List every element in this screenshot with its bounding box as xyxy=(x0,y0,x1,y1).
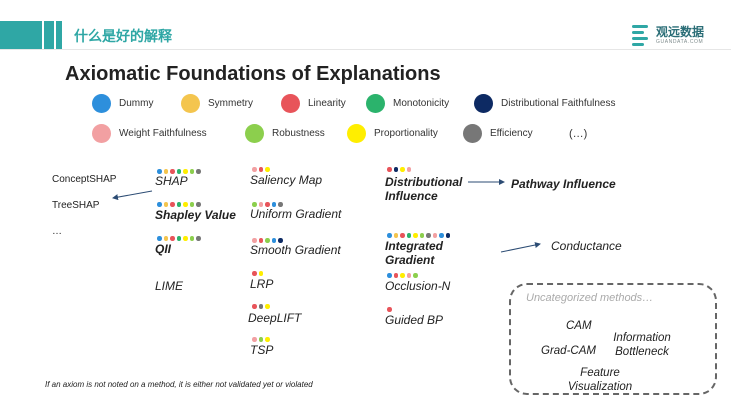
legend-item-efficiency: Efficiency xyxy=(463,124,533,143)
method-shapley-value: Shapley Value xyxy=(155,208,236,222)
header-accent-block xyxy=(0,21,42,49)
dummy-dot-icon xyxy=(92,94,111,113)
method-guided-bp: Guided BP xyxy=(385,313,444,327)
legend-item-weight-faithfulness: Weight Faithfulness xyxy=(92,124,207,143)
method-smooth-gradient: Smooth Gradient xyxy=(250,243,341,257)
shap-variant-treeshap: TreeSHAP xyxy=(52,200,100,211)
legend-item-proportionality: Proportionality xyxy=(347,124,438,143)
section-title: 什么是好的解释 xyxy=(74,28,172,44)
proportionality-dot-icon xyxy=(347,124,366,143)
uncategorized-title: Uncategorized methods… xyxy=(526,292,654,304)
method-lime: LIME xyxy=(155,279,184,293)
method-pathway-influence: Pathway Influence xyxy=(511,177,616,191)
legend-item-symmetry: Symmetry xyxy=(181,94,253,113)
conductance-arrow-icon xyxy=(500,242,541,253)
method-axiom-dots xyxy=(387,307,392,312)
method-axiom-dots xyxy=(387,273,418,278)
method-axiom-dots xyxy=(252,337,270,342)
method-integrated-gradient: Integrated Gradient xyxy=(385,239,444,267)
method-conductance: Conductance xyxy=(551,239,622,253)
header-accent-block xyxy=(56,21,62,49)
method-distributional-influence: Distributional Influence xyxy=(385,175,463,203)
method-axiom-dots xyxy=(157,202,201,207)
uncat-gradcam: Grad-CAM xyxy=(541,345,596,357)
legend-item-dummy: Dummy xyxy=(92,94,153,113)
method-axiom-dots xyxy=(252,271,263,276)
method-deeplift: DeepLIFT xyxy=(248,311,302,325)
method-qii: QII xyxy=(155,242,172,256)
method-occlusion-n: Occlusion-N xyxy=(385,279,451,293)
method-axiom-dots xyxy=(157,169,201,174)
method-axiom-dots xyxy=(252,167,270,172)
method-axiom-dots xyxy=(252,238,283,243)
method-axiom-dots xyxy=(387,167,411,172)
symmetry-dot-icon xyxy=(181,94,200,113)
method-tsp: TSP xyxy=(250,343,274,357)
footnote: If an axiom is not noted on a method, it… xyxy=(45,380,313,389)
brand-sub: GUANDATA.COM xyxy=(656,39,704,45)
robustness-dot-icon xyxy=(245,124,264,143)
monotonicity-dot-icon xyxy=(366,94,385,113)
weight-faithfulness-dot-icon xyxy=(92,124,111,143)
legend-more: (…) xyxy=(569,128,588,140)
legend-item-distributional-faithfulness: Distributional Faithfulness xyxy=(474,94,616,113)
method-lrp: LRP xyxy=(250,277,274,291)
shap-variants-arrow-icon xyxy=(112,190,153,201)
method-shap: SHAP xyxy=(155,174,188,188)
legend-item-monotonicity: Monotonicity xyxy=(366,94,449,113)
uncat-feature-visualization: Feature Visualization xyxy=(567,367,633,393)
linearity-dot-icon xyxy=(281,94,300,113)
efficiency-dot-icon xyxy=(463,124,482,143)
page-title: Axiomatic Foundations of Explanations xyxy=(65,63,441,85)
uncat-information-bottleneck: Information Bottleneck xyxy=(613,332,671,358)
method-axiom-dots xyxy=(252,304,270,309)
method-uniform-gradient: Uniform Gradient xyxy=(250,207,342,221)
legend-item-linearity: Linearity xyxy=(281,94,346,113)
method-saliency-map: Saliency Map xyxy=(250,173,323,187)
uncategorized-box xyxy=(509,283,717,395)
distributional-faithfulness-dot-icon xyxy=(474,94,493,113)
method-axiom-dots xyxy=(387,233,450,238)
shap-variant-conceptshap: ConceptSHAP xyxy=(52,174,117,185)
header-accent-block xyxy=(44,21,54,49)
method-axiom-dots xyxy=(252,202,283,207)
brand-logo: 观远数据 GUANDATA.COM xyxy=(632,22,706,50)
header-rule xyxy=(0,49,731,50)
brand-name: 观远数据 xyxy=(656,25,705,39)
uncat-cam: CAM xyxy=(566,320,592,332)
legend-item-robustness: Robustness xyxy=(245,124,325,143)
method-axiom-dots xyxy=(157,236,201,241)
shap-variant-more: … xyxy=(52,226,62,237)
